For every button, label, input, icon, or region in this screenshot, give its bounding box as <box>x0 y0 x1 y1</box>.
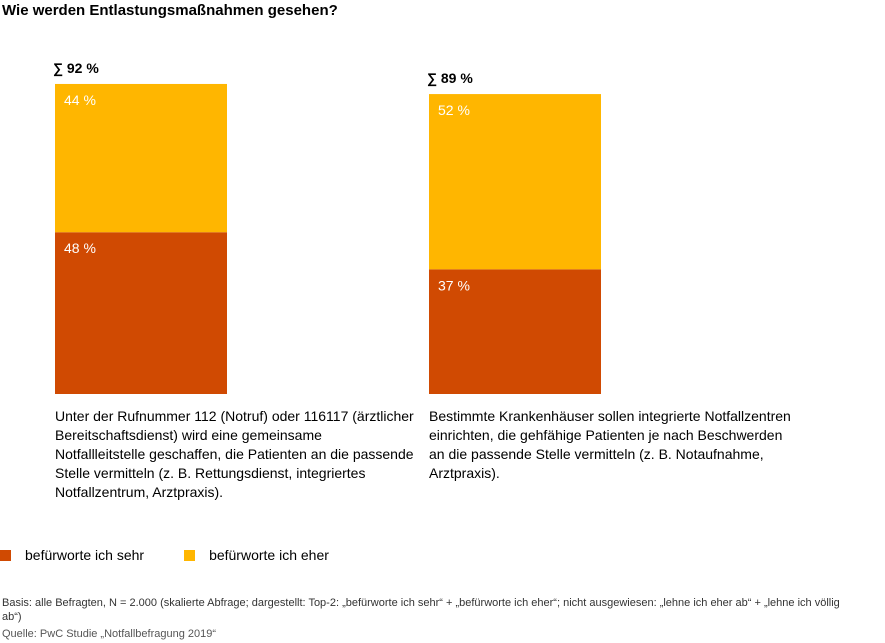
legend-item-eher: befürworte ich eher <box>184 547 329 563</box>
category-label-1: Unter der Rufnummer 112 (Notruf) oder 11… <box>55 408 414 500</box>
legend-swatch-sehr <box>0 549 11 561</box>
legend: befürworte ich sehr befürworte ich eher <box>0 547 369 563</box>
legend-label-eher: befürworte ich eher <box>209 547 329 563</box>
legend-item-sehr: befürworte ich sehr <box>0 547 144 563</box>
segment-label-2-2: 52 % <box>438 102 470 118</box>
chart-title: Wie werden Entlastungsmaßnahmen gesehen? <box>2 2 338 19</box>
total-label-2: ∑ 89 % <box>427 70 473 87</box>
segment-label-2-1: 37 % <box>438 277 470 293</box>
footnote: Basis: alle Befragten, N = 2.000 (skalie… <box>2 597 840 623</box>
bar-segment-1-2 <box>55 83 227 233</box>
category-label-2: Bestimmte Krankenhäuser sollen integrier… <box>429 408 791 481</box>
legend-swatch-eher <box>184 549 196 561</box>
stacked-bar-chart: 48 % 44 % ∑ 92 % 37 % 52 % ∑ 89 % <box>53 60 601 394</box>
bar-segment-1-1 <box>55 232 227 394</box>
source-note: Quelle: PwC Studie „Notfallbefragung 201… <box>2 628 217 640</box>
segment-label-1-2: 44 % <box>64 92 96 108</box>
bar-segment-2-1 <box>429 269 601 394</box>
total-label-1: ∑ 92 % <box>53 60 99 77</box>
segment-label-1-1: 48 % <box>64 240 96 256</box>
legend-label-sehr: befürworte ich sehr <box>25 547 145 563</box>
bar-segment-2-2 <box>429 94 601 270</box>
